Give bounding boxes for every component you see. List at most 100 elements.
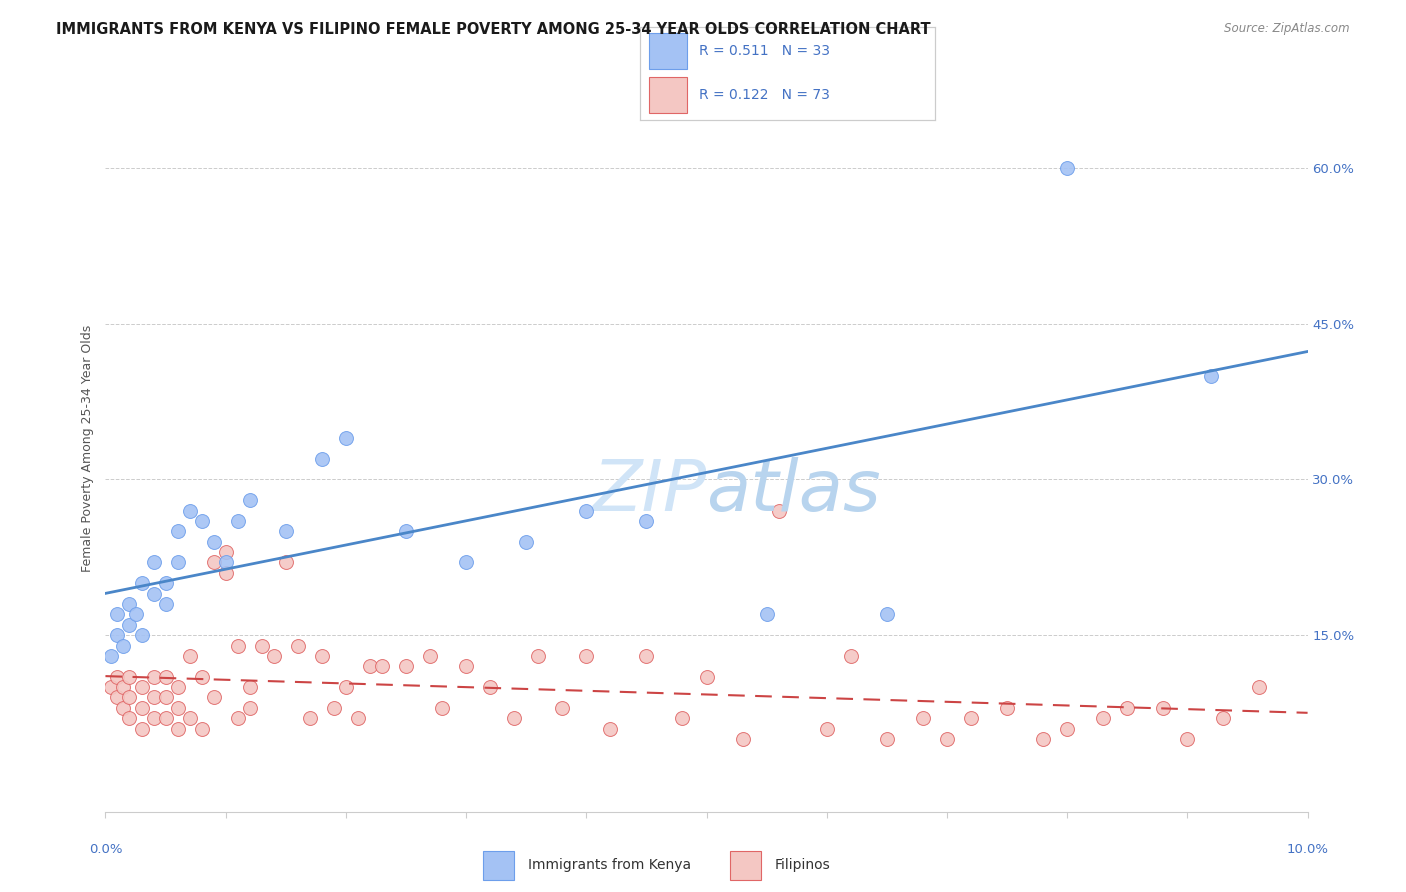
Bar bbox=[730, 851, 762, 880]
Point bbox=[575, 503, 598, 517]
Point bbox=[815, 722, 838, 736]
Point bbox=[155, 597, 177, 611]
Point bbox=[1032, 731, 1054, 746]
Point bbox=[1116, 701, 1139, 715]
Point bbox=[671, 711, 693, 725]
Point bbox=[107, 628, 129, 642]
Point bbox=[599, 722, 621, 736]
Point bbox=[287, 639, 309, 653]
Point bbox=[166, 680, 188, 694]
Point bbox=[226, 514, 249, 528]
Point bbox=[911, 711, 934, 725]
Point bbox=[142, 587, 165, 601]
Point bbox=[876, 607, 898, 622]
Point bbox=[479, 680, 502, 694]
Point bbox=[118, 690, 141, 705]
Point bbox=[298, 711, 321, 725]
Point bbox=[575, 648, 598, 663]
Point bbox=[876, 731, 898, 746]
Point bbox=[515, 534, 537, 549]
Point bbox=[166, 701, 188, 715]
Point bbox=[179, 503, 201, 517]
Point bbox=[636, 648, 658, 663]
Point bbox=[1175, 731, 1198, 746]
Point bbox=[118, 711, 141, 725]
Point bbox=[1201, 368, 1223, 383]
Point bbox=[112, 639, 135, 653]
Point bbox=[226, 711, 249, 725]
Point bbox=[214, 556, 236, 570]
Point bbox=[371, 659, 394, 673]
Point bbox=[636, 514, 658, 528]
Point bbox=[359, 659, 381, 673]
Text: IMMIGRANTS FROM KENYA VS FILIPINO FEMALE POVERTY AMONG 25-34 YEAR OLDS CORRELATI: IMMIGRANTS FROM KENYA VS FILIPINO FEMALE… bbox=[56, 22, 931, 37]
Point bbox=[214, 566, 236, 580]
Point bbox=[155, 670, 177, 684]
Point bbox=[202, 690, 225, 705]
Point bbox=[166, 556, 188, 570]
Point bbox=[263, 648, 285, 663]
Point bbox=[100, 648, 122, 663]
Point bbox=[100, 680, 122, 694]
Text: R = 0.511   N = 33: R = 0.511 N = 33 bbox=[699, 44, 830, 58]
Point bbox=[696, 670, 718, 684]
Text: atlas: atlas bbox=[707, 458, 882, 526]
Text: R = 0.122   N = 73: R = 0.122 N = 73 bbox=[699, 88, 830, 102]
Point bbox=[107, 690, 129, 705]
Point bbox=[118, 597, 141, 611]
Point bbox=[124, 607, 146, 622]
Point bbox=[142, 690, 165, 705]
Point bbox=[179, 648, 201, 663]
Point bbox=[166, 722, 188, 736]
Point bbox=[960, 711, 983, 725]
Point bbox=[250, 639, 273, 653]
Point bbox=[107, 607, 129, 622]
Point bbox=[1092, 711, 1115, 725]
Point bbox=[527, 648, 550, 663]
Point bbox=[131, 680, 153, 694]
Point bbox=[839, 648, 862, 663]
Point bbox=[274, 556, 297, 570]
Point bbox=[1056, 161, 1078, 175]
Point bbox=[202, 556, 225, 570]
Point bbox=[274, 524, 297, 539]
Text: 10.0%: 10.0% bbox=[1286, 843, 1329, 856]
Point bbox=[454, 659, 477, 673]
Point bbox=[419, 648, 441, 663]
Point bbox=[190, 722, 212, 736]
Point bbox=[768, 503, 790, 517]
Point bbox=[936, 731, 959, 746]
Point bbox=[190, 670, 212, 684]
Point bbox=[395, 524, 418, 539]
Bar bbox=[648, 78, 688, 113]
Point bbox=[202, 534, 225, 549]
Point bbox=[226, 639, 249, 653]
Point bbox=[239, 701, 262, 715]
Point bbox=[107, 670, 129, 684]
Text: ZIP: ZIP bbox=[592, 458, 707, 526]
Point bbox=[112, 680, 135, 694]
Point bbox=[503, 711, 526, 725]
Text: Filipinos: Filipinos bbox=[775, 858, 831, 872]
Point bbox=[335, 431, 357, 445]
Text: Immigrants from Kenya: Immigrants from Kenya bbox=[527, 858, 690, 872]
Y-axis label: Female Poverty Among 25-34 Year Olds: Female Poverty Among 25-34 Year Olds bbox=[82, 325, 94, 572]
Point bbox=[731, 731, 754, 746]
Point bbox=[551, 701, 574, 715]
Point bbox=[179, 711, 201, 725]
Point bbox=[995, 701, 1018, 715]
Point bbox=[131, 628, 153, 642]
Point bbox=[239, 493, 262, 508]
Point bbox=[118, 617, 141, 632]
Point bbox=[155, 690, 177, 705]
Point bbox=[118, 670, 141, 684]
Point bbox=[335, 680, 357, 694]
Bar bbox=[648, 33, 688, 69]
Point bbox=[1152, 701, 1174, 715]
Point bbox=[131, 576, 153, 591]
Point bbox=[142, 556, 165, 570]
Point bbox=[166, 524, 188, 539]
Point bbox=[131, 722, 153, 736]
Point bbox=[755, 607, 778, 622]
Point bbox=[311, 648, 333, 663]
